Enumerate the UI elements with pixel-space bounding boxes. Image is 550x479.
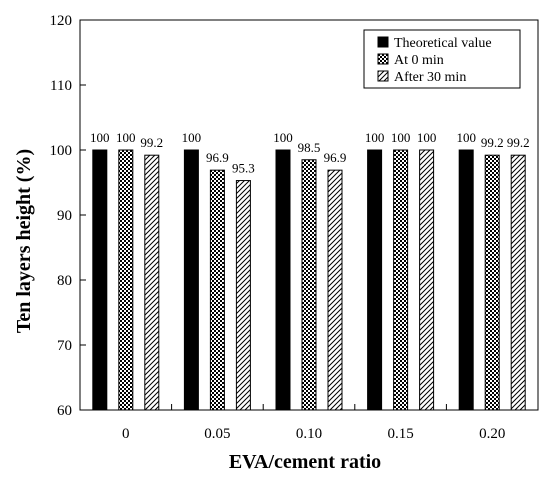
data-label: 100 (273, 130, 293, 145)
data-label: 99.2 (481, 135, 504, 150)
data-label: 100 (116, 130, 136, 145)
bar (235, 180, 251, 411)
y-tick-label: 90 (57, 208, 72, 224)
data-label: 99.2 (507, 135, 530, 150)
bar (510, 154, 526, 411)
bar (92, 149, 108, 411)
data-label: 96.9 (324, 150, 347, 165)
data-label: 99.2 (140, 135, 163, 150)
data-label: 96.9 (206, 150, 229, 165)
bar (327, 169, 343, 411)
legend-box (363, 29, 521, 89)
data-label: 98.5 (298, 140, 321, 155)
y-tick-label: 70 (57, 338, 72, 354)
x-axis-label: EVA/cement ratio (229, 451, 381, 473)
bar (183, 149, 199, 411)
data-label: 100 (417, 130, 437, 145)
bar (144, 154, 160, 411)
x-tick-label: 0 (122, 426, 130, 442)
y-tick-label: 100 (50, 143, 73, 159)
x-tick-label: 0.15 (387, 426, 413, 442)
bar (275, 149, 291, 411)
y-tick-label: 120 (50, 13, 73, 29)
bar (484, 154, 500, 411)
bar (118, 149, 134, 411)
bar (367, 149, 383, 411)
x-tick-label: 0.05 (204, 426, 230, 442)
data-label: 100 (182, 130, 202, 145)
legend-entry: At 0 min (394, 53, 444, 68)
y-tick-label: 60 (57, 403, 72, 419)
y-tick-label: 110 (50, 78, 72, 94)
data-label: 100 (391, 130, 411, 145)
legend: Theoretical value At 0 min After 30 min (363, 29, 521, 89)
data-label: 100 (365, 130, 385, 145)
legend-swatch (377, 36, 389, 48)
bar (301, 159, 317, 411)
y-axis-label: Ten layers height (%) (13, 149, 35, 333)
bar (393, 149, 409, 411)
legend-swatch (377, 53, 389, 65)
bar (209, 169, 225, 411)
bar (458, 149, 474, 411)
bar (419, 149, 435, 411)
data-label: 100 (456, 130, 476, 145)
data-label: 100 (90, 130, 110, 145)
legend-entry: After 30 min (394, 70, 466, 85)
bars-group (92, 149, 526, 411)
y-axis: 60 70 80 90 100 110 120 (50, 13, 86, 419)
legend-entry: Theoretical value (394, 36, 492, 51)
x-tick-label: 0.20 (479, 426, 505, 442)
legend-swatch (377, 70, 389, 82)
x-axis: 0 0.05 0.10 0.15 0.20 (122, 404, 505, 442)
data-label: 95.3 (232, 161, 255, 176)
x-tick-label: 0.10 (296, 426, 322, 442)
y-tick-label: 80 (57, 273, 72, 289)
